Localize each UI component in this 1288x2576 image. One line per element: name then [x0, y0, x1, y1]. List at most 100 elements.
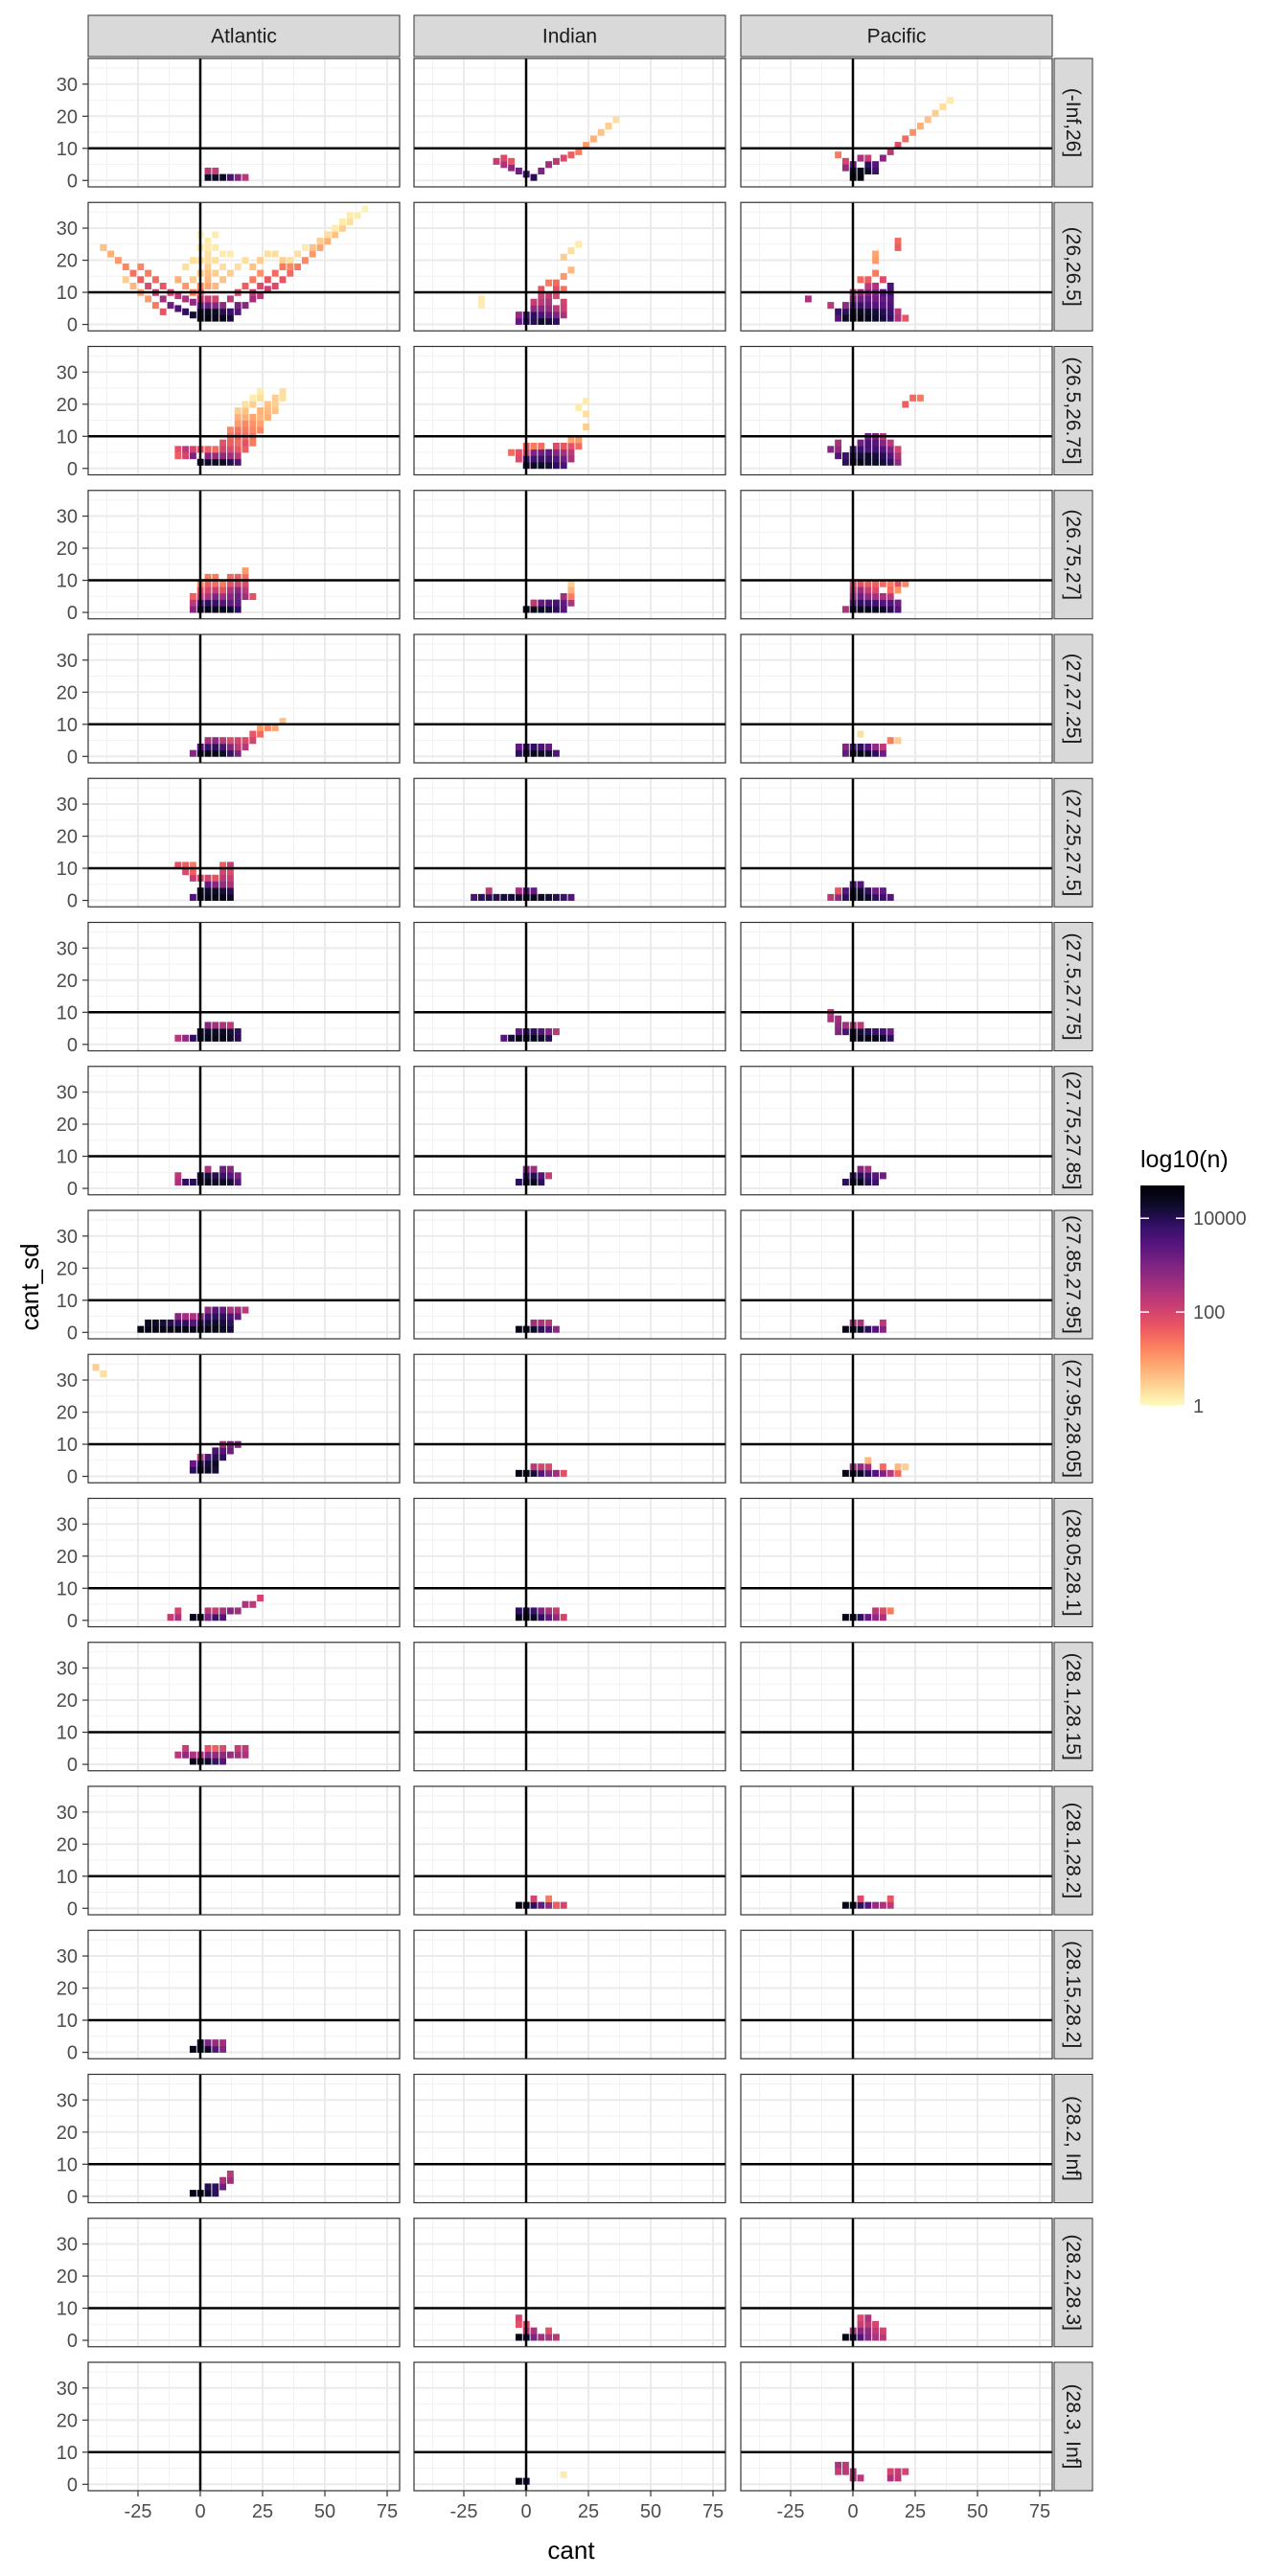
heat-cell [226, 1172, 234, 1180]
heat-cell [835, 151, 842, 159]
heat-cell [212, 446, 219, 453]
facet-panel [740, 1209, 1053, 1340]
heat-cell [857, 599, 864, 607]
heat-cell [583, 398, 590, 405]
panel-border [413, 633, 726, 764]
panel-border [413, 2218, 726, 2348]
heat-cell [242, 420, 249, 427]
heat-cell [234, 749, 242, 757]
y-tick-label: 0 [67, 603, 78, 624]
heat-cell [872, 749, 880, 757]
heat-cell [835, 314, 842, 322]
heat-cell [879, 458, 886, 466]
heat-cell [234, 573, 242, 581]
heat-cell [219, 2176, 227, 2184]
heat-cell [257, 283, 264, 290]
heat-cell [226, 862, 234, 869]
heat-cell [583, 410, 590, 418]
heat-cell [174, 305, 182, 312]
heat-cell [872, 2334, 880, 2341]
heat-cell [212, 586, 219, 594]
heat-cell [872, 2320, 880, 2329]
facet-panel [740, 1642, 1053, 1772]
heat-cell [886, 295, 894, 303]
heat-cell [894, 2474, 902, 2482]
heat-cell [894, 586, 902, 594]
heat-cell [219, 749, 227, 757]
heat-cell [857, 580, 864, 587]
heat-cell [242, 592, 249, 601]
heat-cell [264, 724, 271, 731]
facet-panel [740, 1353, 1053, 1484]
facet-panel [87, 2361, 401, 2492]
heat-cell [864, 743, 872, 750]
heat-cell [864, 2314, 872, 2322]
legend-tick-label: 100 [1193, 1302, 1225, 1323]
heat-cell [204, 586, 212, 594]
heat-cell [219, 1034, 227, 1042]
heat-cell [114, 257, 122, 264]
heat-cell [552, 606, 560, 613]
heat-cell [204, 573, 212, 581]
heat-cell [189, 749, 196, 757]
heat-cell [567, 580, 575, 587]
heat-cell [545, 1172, 553, 1180]
heat-cell [189, 893, 196, 901]
heat-cell [530, 1034, 538, 1042]
heat-cell [515, 2334, 522, 2341]
heat-cell [545, 2334, 553, 2341]
heat-cell [879, 1901, 886, 1909]
heat-cell [219, 263, 227, 270]
y-tick-label: 30 [57, 1803, 78, 1824]
panel-background [741, 1498, 1052, 1627]
heat-cell [287, 269, 294, 277]
panel-border [413, 58, 726, 188]
heat-cell [879, 580, 886, 587]
heat-cell [234, 599, 242, 607]
facet-panel [413, 1066, 726, 1196]
y-tick-label: 30 [57, 218, 78, 240]
y-tick-label: 30 [57, 1659, 78, 1680]
panel-border [87, 1066, 401, 1196]
heat-cell [886, 2474, 894, 2482]
heat-cell [204, 2039, 212, 2047]
heat-cell [567, 448, 575, 456]
panel-background [88, 2074, 400, 2203]
heat-cell [508, 157, 516, 165]
heat-cell [219, 1744, 227, 1753]
heat-cell [174, 292, 182, 300]
heat-cell [530, 311, 538, 319]
heat-cell [857, 1034, 864, 1042]
heat-cell [189, 1460, 196, 1467]
y-tick-label: 0 [67, 315, 78, 336]
heat-cell [515, 1325, 522, 1333]
x-tick-label: -25 [125, 2501, 152, 2522]
heat-cell [864, 314, 872, 322]
heat-cell [204, 1758, 212, 1765]
heat-cell [857, 730, 864, 738]
heat-cell [189, 311, 196, 319]
heat-cell [226, 874, 234, 882]
y-tick-label: 10 [57, 1867, 78, 1888]
heat-cell [174, 446, 182, 453]
facet-panel [740, 1066, 1053, 1196]
heat-cell [249, 295, 257, 303]
heat-cell [872, 269, 880, 277]
heat-cell [159, 1319, 167, 1326]
heat-cell [879, 1325, 886, 1333]
heat-cell [226, 743, 234, 750]
heat-cell [841, 606, 849, 613]
heat-cell [864, 887, 872, 895]
heat-cell [182, 263, 190, 270]
heat-cell [174, 1179, 182, 1186]
heat-cell [902, 580, 909, 587]
y-tick-label: 30 [57, 362, 78, 383]
heat-cell [560, 272, 567, 281]
row-strip-label: (-Inf,26] [1062, 88, 1084, 157]
row-strip [1053, 1785, 1093, 1916]
heat-cell [477, 295, 485, 303]
panel-background [88, 922, 400, 1051]
y-tick-label: 20 [57, 1258, 78, 1279]
heat-cell [864, 1463, 872, 1471]
heat-cell [841, 302, 849, 310]
